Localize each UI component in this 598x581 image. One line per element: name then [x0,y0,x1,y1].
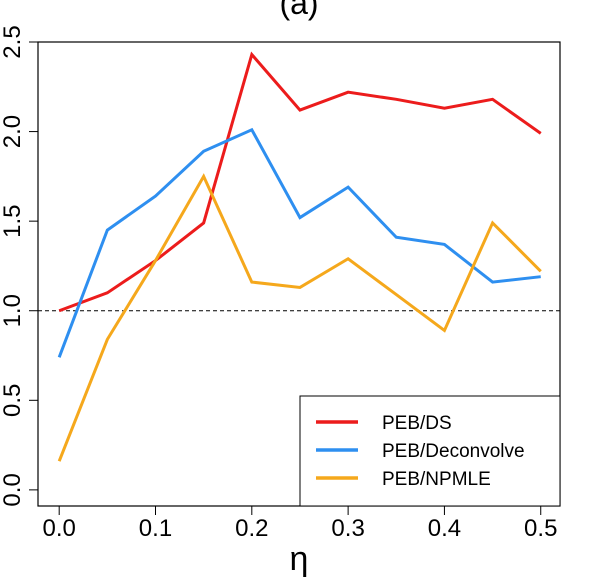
x-tick-label: 0.2 [235,515,268,542]
legend-label: PEB/NPMLE [382,469,491,490]
legend-label: PEB/Deconvolve [382,441,525,462]
y-tick-label: 1.5 [0,204,26,237]
chart-title: (a) [279,0,318,21]
x-tick-label: 0.4 [428,515,461,542]
x-tick-label: 0.0 [43,515,76,542]
y-tick-label: 0.5 [0,384,26,417]
data-line [58,51,542,313]
y-tick-label: 1.0 [0,294,26,327]
legend-label: PEB/DS [382,413,452,434]
y-tick-label: 2.0 [0,115,26,148]
data-line [57,173,542,462]
y-tick-label: 0.0 [0,473,26,506]
y-tick-label: 2.5 [0,25,26,58]
plot-frame [37,41,561,507]
x-axis-label: η [290,540,309,578]
x-tick-label: 0.3 [331,515,364,542]
x-tick-label: 0.1 [139,515,172,542]
data-line [57,127,541,358]
x-tick-label: 0.5 [524,515,557,542]
